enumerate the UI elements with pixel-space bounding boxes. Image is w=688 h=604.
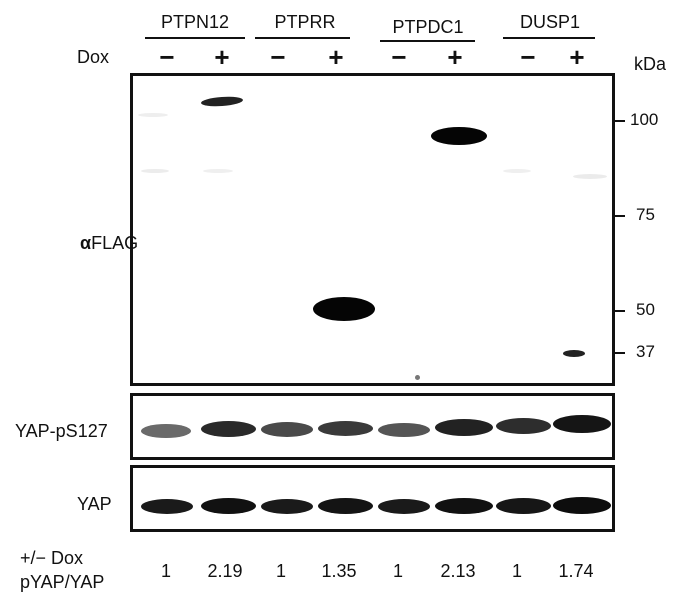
marker-tick-100 — [615, 120, 625, 122]
marker-label-37: 37 — [636, 342, 655, 361]
flag-faint-smear-2 — [141, 169, 169, 173]
kda-label: kDa — [634, 54, 667, 74]
sign-plus-1: + — [214, 42, 230, 72]
ratio-1: 1 — [160, 561, 171, 581]
marker-label-75: 75 — [636, 205, 655, 224]
pyap-band-6 — [435, 419, 493, 436]
group-underline-ptpdc1 — [380, 40, 475, 42]
flag-label: αFLAG — [80, 233, 139, 253]
marker-tick-75 — [615, 215, 625, 217]
group-underline-ptprr — [255, 37, 350, 39]
pyap-band-7 — [496, 418, 551, 434]
sign-plus-2: + — [328, 42, 344, 72]
yap-band-8 — [553, 497, 611, 514]
group-label-ptprr: PTPRR — [274, 12, 336, 32]
yap-band-1 — [141, 499, 193, 514]
dox-label: Dox — [77, 47, 110, 67]
yap-band-7 — [496, 498, 551, 514]
ratio-6: 2.13 — [440, 561, 476, 581]
flag-blot-panel — [130, 73, 615, 386]
flag-faint-smear-5 — [573, 174, 607, 179]
pyap-band-1 — [141, 424, 191, 438]
flag-faint-smear-3 — [203, 169, 233, 173]
flag-band-ptprr — [313, 297, 375, 321]
sign-plus-4: + — [569, 42, 585, 72]
group-label-ptpn12: PTPN12 — [160, 12, 230, 32]
flag-faint-smear-4 — [503, 169, 531, 173]
sign-minus-3: − — [391, 42, 407, 72]
pyap-band-4 — [318, 421, 373, 436]
group-underline-ptpn12 — [145, 37, 245, 39]
ratio-3: 1 — [275, 561, 286, 581]
ratio-4: 1.35 — [321, 561, 357, 581]
footer-ratio-label: pYAP/YAP — [20, 572, 105, 592]
marker-tick-37 — [615, 352, 625, 354]
flag-faint-smear-1 — [138, 113, 168, 117]
flag-band-ptpn12 — [200, 95, 244, 108]
sign-plus-3: + — [447, 42, 463, 72]
yap-label: YAP — [77, 494, 112, 514]
yap-blot-panel — [130, 465, 615, 532]
marker-tick-50 — [615, 310, 625, 312]
yap-band-6 — [435, 498, 493, 514]
sign-minus-4: − — [520, 42, 536, 72]
yap-band-3 — [261, 499, 313, 514]
pyap-blot-panel — [130, 393, 615, 460]
marker-label-50: 50 — [636, 300, 655, 319]
sign-minus-1: − — [159, 42, 175, 72]
footer-dox-label: +/− Dox — [20, 548, 84, 568]
yap-band-2 — [201, 498, 256, 514]
ratio-2: 2.19 — [207, 561, 243, 581]
pyap-band-2 — [201, 421, 256, 437]
flag-band-dusp1 — [563, 350, 585, 357]
marker-label-100: 100 — [630, 110, 659, 129]
group-underline-dusp1 — [503, 37, 595, 39]
group-label-ptpdc1: PTPDC1 — [392, 17, 464, 37]
pyap-label: YAP-pS127 — [15, 421, 108, 441]
pyap-band-5 — [378, 423, 430, 437]
sign-minus-2: − — [270, 42, 286, 72]
pyap-band-3 — [261, 422, 313, 437]
ratio-8: 1.74 — [558, 561, 594, 581]
ratio-5: 1 — [392, 561, 403, 581]
group-label-dusp1: DUSP1 — [519, 12, 581, 32]
yap-band-4 — [318, 498, 373, 514]
yap-band-5 — [378, 499, 430, 514]
flag-speck — [415, 375, 420, 380]
flag-band-ptpdc1 — [431, 127, 487, 145]
pyap-band-8 — [553, 415, 611, 433]
ratio-7: 1 — [511, 561, 522, 581]
